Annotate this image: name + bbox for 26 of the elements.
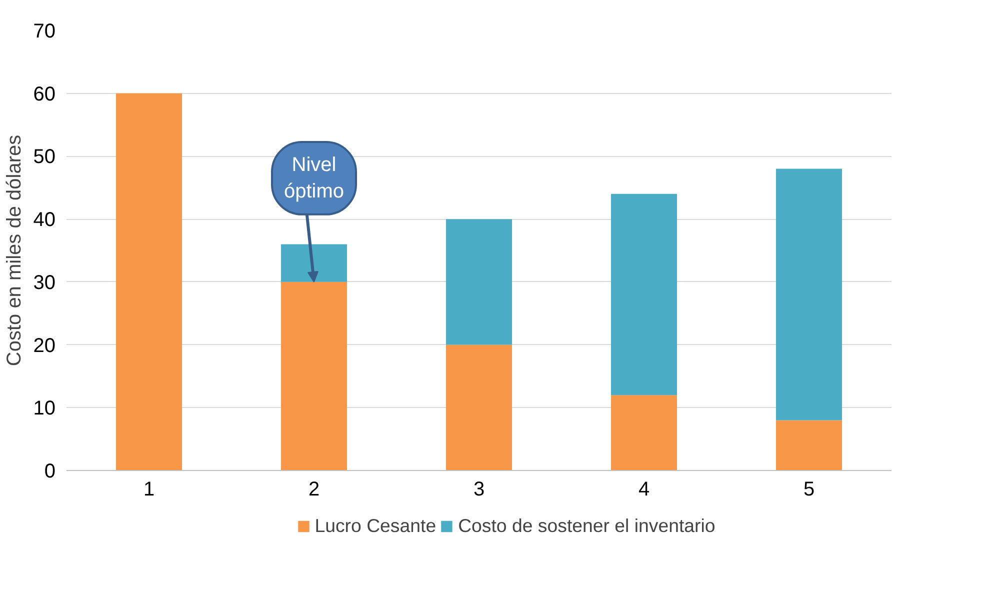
y-tick-label: 0 bbox=[44, 460, 56, 482]
annotation: Nivel óptimo bbox=[284, 154, 344, 202]
y-axis-title: Costo en miles de dólares bbox=[3, 134, 26, 366]
bar bbox=[281, 244, 347, 282]
bar bbox=[611, 395, 677, 470]
x-tick-label: 2 bbox=[308, 478, 320, 500]
bar bbox=[446, 219, 512, 345]
x-tick-label: 1 bbox=[143, 478, 155, 500]
y-tick-label: 10 bbox=[33, 398, 56, 420]
bar bbox=[281, 282, 347, 470]
y-tick-label: 20 bbox=[33, 334, 56, 357]
y-tick-label: 70 bbox=[33, 20, 56, 42]
bar bbox=[776, 168, 842, 420]
y-tick-label: 40 bbox=[33, 209, 56, 232]
y-tick-label: 60 bbox=[33, 83, 56, 106]
x-tick-label: 4 bbox=[638, 478, 650, 500]
legend-label: Costo de sostener el inventario bbox=[458, 514, 716, 536]
bar bbox=[776, 420, 842, 470]
y-tick-label: 30 bbox=[33, 272, 56, 294]
bar bbox=[446, 344, 512, 470]
bar bbox=[116, 93, 182, 470]
legend-label: Lucro Cesante bbox=[314, 514, 436, 536]
x-tick-label: 3 bbox=[473, 478, 485, 500]
y-tick-label: 50 bbox=[33, 146, 56, 168]
x-tick-label: 5 bbox=[803, 478, 815, 500]
bar bbox=[611, 194, 677, 396]
